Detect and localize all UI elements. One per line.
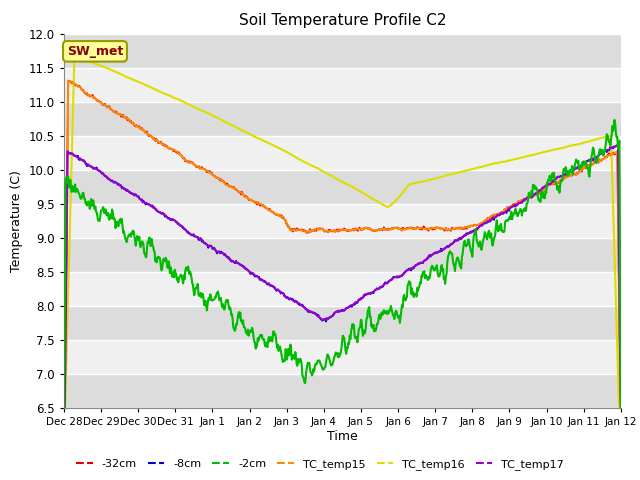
Bar — [64, 102, 621, 136]
TC_temp17 — [60, 405, 68, 411]
Text: SW_met: SW_met — [67, 45, 123, 58]
TC_temp17 — [398, 272, 406, 278]
-32cm — [65, 78, 73, 84]
-2cm — [383, 312, 391, 317]
-8cm — [383, 280, 391, 286]
TC_temp16 — [70, 52, 78, 58]
-8cm — [415, 261, 422, 267]
-2cm — [415, 285, 422, 291]
TC_temp17 — [383, 280, 391, 286]
Bar — [64, 374, 621, 408]
-32cm — [399, 225, 406, 230]
Legend: -32cm, -8cm, -2cm, TC_temp15, TC_temp16, TC_temp17: -32cm, -8cm, -2cm, TC_temp15, TC_temp16,… — [72, 455, 568, 474]
Line: TC_temp15: TC_temp15 — [64, 81, 621, 408]
TC_temp16 — [415, 179, 423, 185]
-2cm — [611, 117, 618, 123]
-8cm — [483, 220, 490, 226]
-8cm — [540, 185, 547, 191]
TC_temp15 — [540, 187, 548, 192]
Bar — [64, 136, 621, 170]
-32cm — [617, 405, 625, 411]
TC_temp17 — [540, 184, 547, 190]
-2cm — [60, 405, 68, 411]
TC_temp17 — [94, 168, 102, 173]
Title: Soil Temperature Profile C2: Soil Temperature Profile C2 — [239, 13, 446, 28]
Line: TC_temp16: TC_temp16 — [64, 55, 621, 408]
-2cm — [94, 218, 102, 224]
TC_temp16 — [483, 162, 491, 168]
TC_temp15 — [95, 98, 102, 104]
TC_temp16 — [399, 190, 406, 196]
-32cm — [483, 217, 491, 223]
-8cm — [612, 143, 620, 148]
-2cm — [398, 302, 406, 308]
TC_temp15 — [65, 78, 72, 84]
-8cm — [617, 405, 625, 411]
TC_temp16 — [95, 62, 102, 68]
-8cm — [60, 405, 68, 411]
Line: TC_temp17: TC_temp17 — [64, 145, 621, 408]
Line: -8cm: -8cm — [64, 145, 621, 408]
Line: -32cm: -32cm — [64, 81, 621, 408]
TC_temp15 — [384, 227, 392, 232]
Bar — [64, 238, 621, 272]
-2cm — [483, 234, 490, 240]
TC_temp17 — [617, 405, 625, 411]
Line: -2cm: -2cm — [64, 120, 621, 408]
-2cm — [617, 405, 625, 411]
Y-axis label: Temperature (C): Temperature (C) — [10, 170, 23, 272]
-32cm — [384, 227, 392, 233]
-32cm — [540, 186, 548, 192]
TC_temp15 — [399, 227, 406, 232]
Bar — [64, 306, 621, 340]
X-axis label: Time: Time — [327, 430, 358, 443]
Bar — [64, 68, 621, 102]
Bar — [64, 204, 621, 238]
TC_temp16 — [384, 204, 392, 210]
TC_temp15 — [483, 216, 491, 222]
TC_temp17 — [415, 261, 422, 267]
Bar — [64, 34, 621, 68]
Bar — [64, 272, 621, 306]
-32cm — [415, 226, 423, 232]
TC_temp16 — [617, 405, 625, 411]
TC_temp16 — [60, 405, 68, 411]
TC_temp15 — [60, 405, 68, 411]
-32cm — [60, 405, 68, 411]
Bar — [64, 170, 621, 204]
-8cm — [398, 273, 406, 279]
TC_temp16 — [540, 149, 548, 155]
-2cm — [540, 195, 547, 201]
Bar — [64, 340, 621, 374]
-32cm — [95, 98, 102, 104]
TC_temp17 — [614, 143, 622, 148]
TC_temp15 — [415, 225, 423, 231]
TC_temp15 — [617, 405, 625, 411]
TC_temp17 — [483, 220, 490, 226]
-8cm — [94, 167, 102, 173]
